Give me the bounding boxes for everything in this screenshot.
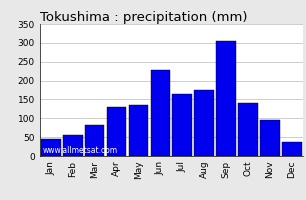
Bar <box>107 107 126 156</box>
Text: www.allmetsat.com: www.allmetsat.com <box>43 146 118 155</box>
Bar <box>194 90 214 156</box>
Bar <box>63 135 83 156</box>
Bar <box>173 94 192 156</box>
Bar <box>282 142 302 156</box>
Bar <box>129 105 148 156</box>
Bar <box>238 103 258 156</box>
Bar <box>216 41 236 156</box>
Text: Tokushima : precipitation (mm): Tokushima : precipitation (mm) <box>40 11 247 24</box>
Bar <box>85 125 104 156</box>
Bar <box>151 70 170 156</box>
Bar <box>260 120 280 156</box>
Bar <box>41 139 61 156</box>
